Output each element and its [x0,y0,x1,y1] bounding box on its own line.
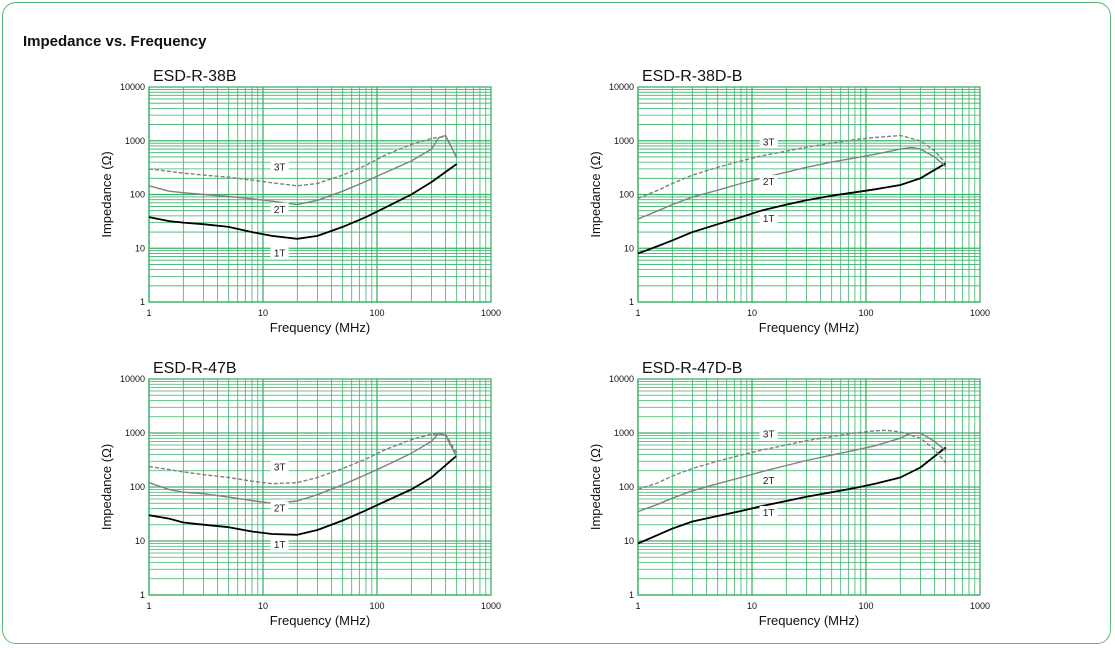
x-tick-label: 1 [635,308,640,318]
series-label-3T: 3T [274,462,286,473]
series-label-bg [270,537,289,550]
x-tick-label: 1000 [970,601,990,611]
series-line-3T [637,429,947,491]
y-tick-label: 10 [135,243,145,253]
x-tick-label: 1 [635,601,640,611]
series-label-bg [270,160,289,173]
plot-frame [148,378,492,596]
y-tick-label: 1 [140,590,145,600]
chart-2: ESD-R-38D-B 3T 2T 1T 1 10 100 1000 1 10 100 1000 100… [588,68,990,335]
series-line-2T [148,134,458,206]
y-tick-label: 10000 [120,82,145,92]
y-tick-label: 1000 [125,136,145,146]
series-line-2T [148,432,458,504]
series-line-3T [148,433,458,485]
series-label-2T: 2T [763,177,775,188]
x-tick-label: 1000 [481,601,501,611]
series-label-bg [759,135,778,148]
section-title: Impedance vs. Frequency [23,33,207,50]
series-label-bg [759,175,778,188]
y-tick-label: 1 [629,297,634,307]
y-tick-label: 10000 [120,374,145,384]
series-label-3T: 3T [763,430,775,441]
x-tick-label: 10 [258,308,268,318]
y-tick-label: 1000 [614,136,634,146]
y-tick-label: 1 [140,297,145,307]
chart-4: ESD-R-47D-B 3T 2T 1T 1 10 100 1000 1 10 100 1000 100… [588,360,990,628]
y-axis-label: Impedance (Ω) [99,444,114,530]
series-line-1T [637,162,947,255]
y-tick-label: 100 [130,482,145,492]
y-axis-label: Impedance (Ω) [588,151,603,237]
y-tick-label: 10000 [609,82,634,92]
y-tick-label: 1000 [614,428,634,438]
series-label-bg [270,501,289,514]
y-tick-label: 10 [135,536,145,546]
chart-title: ESD-R-38B [153,68,237,85]
series-label-3T: 3T [763,138,775,149]
chart-1: ESD-R-38B 3T 2T 1T 1 10 100 1000 1 10 100 1000 10000… [99,68,501,335]
series-label-2T: 2T [274,205,286,216]
x-tick-label: 10 [747,308,757,318]
series-line-1T [637,446,947,545]
x-tick-label: 1000 [970,308,990,318]
y-tick-label: 100 [619,190,634,200]
series-label-1T: 1T [274,248,286,259]
x-tick-label: 10 [258,601,268,611]
x-tick-label: 100 [858,601,873,611]
series-label-1T: 1T [274,540,286,551]
chart-title: ESD-R-47D-B [642,360,742,377]
x-tick-label: 100 [858,308,873,318]
series-label-bg [759,427,778,440]
series-line-1T [148,163,458,240]
x-tick-label: 100 [369,601,384,611]
y-axis-label: Impedance (Ω) [588,444,603,530]
series-line-3T [637,134,947,199]
x-axis-label: Frequency (MHz) [759,320,859,335]
series-label-3T: 3T [274,162,286,173]
x-axis-label: Frequency (MHz) [270,613,370,628]
series-label-bg [759,473,778,486]
series-label-bg [270,202,289,215]
x-tick-label: 1 [146,308,151,318]
series-label-2T: 2T [274,503,286,514]
y-tick-label: 1000 [125,428,145,438]
y-axis-label: Impedance (Ω) [99,151,114,237]
x-tick-label: 10 [747,601,757,611]
plot-frame [148,86,492,303]
y-tick-label: 10 [624,243,634,253]
x-axis-label: Frequency (MHz) [759,613,859,628]
plot-frame [637,86,981,303]
series-label-bg [759,212,778,225]
chart-title: ESD-R-38D-B [642,68,742,85]
series-label-1T: 1T [763,214,775,225]
series-line-3T [148,135,458,187]
y-tick-label: 10 [624,536,634,546]
series-line-1T [148,455,458,536]
chart-title: ESD-R-47B [153,360,237,377]
y-tick-label: 100 [130,190,145,200]
y-tick-label: 100 [619,482,634,492]
series-label-1T: 1T [763,508,775,519]
series-label-bg [759,506,778,519]
series-line-2T [637,146,947,220]
series-line-2T [637,432,947,513]
x-tick-label: 1000 [481,308,501,318]
series-label-bg [270,460,289,473]
series-label-2T: 2T [763,476,775,487]
y-tick-label: 1 [629,590,634,600]
chart-3: ESD-R-47B 3T 2T 1T 1 10 100 1000 1 10 100 1000 10000… [99,360,501,628]
y-tick-label: 10000 [609,374,634,384]
x-tick-label: 1 [146,601,151,611]
x-axis-label: Frequency (MHz) [270,320,370,335]
x-tick-label: 100 [369,308,384,318]
plot-frame [637,378,981,596]
series-label-bg [270,246,289,259]
